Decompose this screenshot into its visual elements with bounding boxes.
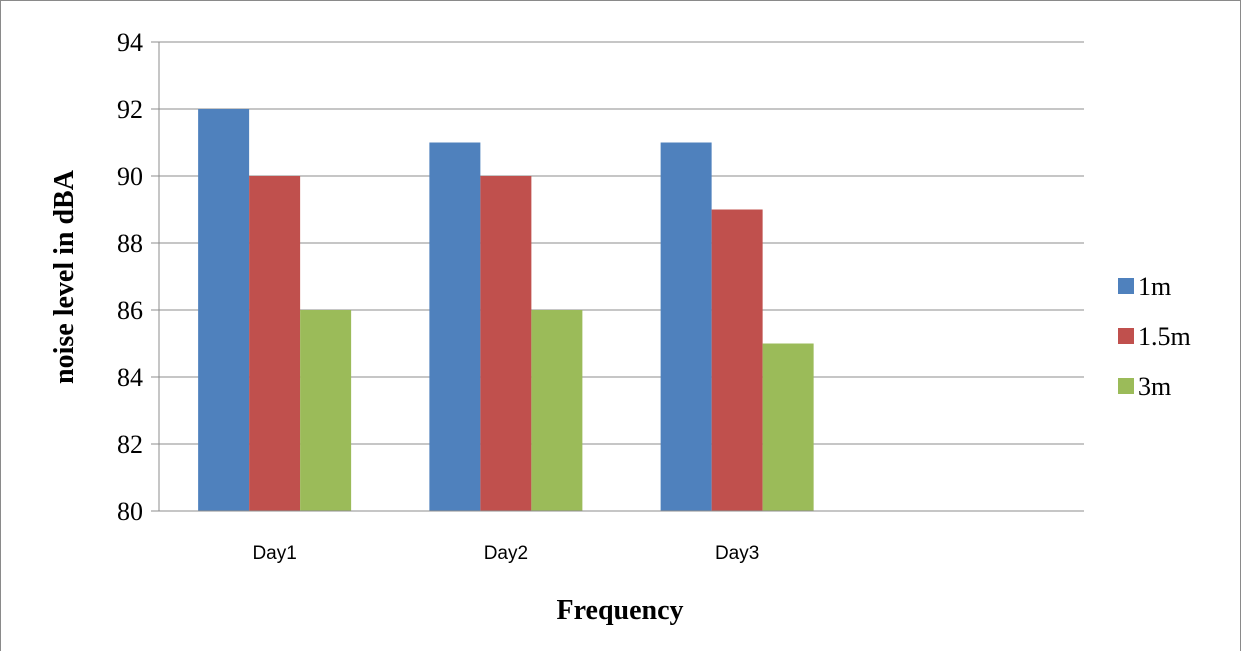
bar-3m-day3 bbox=[762, 343, 814, 511]
bar-1-5m-day1 bbox=[249, 176, 301, 511]
legend-swatch bbox=[1118, 328, 1134, 344]
x-tick-labels: Day1 Day2 Day3 bbox=[252, 543, 759, 564]
x-axis-title: Frequency bbox=[556, 595, 683, 626]
legend-swatch bbox=[1118, 278, 1134, 294]
bar-1m-day2 bbox=[429, 142, 481, 511]
legend: 1m 1.5m 3m bbox=[1118, 272, 1191, 401]
bars bbox=[198, 109, 814, 511]
x-tick-label: Day2 bbox=[484, 543, 528, 564]
x-tick-label: Day3 bbox=[715, 543, 759, 564]
bar-1m-day3 bbox=[660, 142, 712, 511]
bar-1-5m-day3 bbox=[711, 209, 763, 511]
y-tick-label: 88 bbox=[117, 229, 143, 258]
legend-label: 1.5m bbox=[1138, 322, 1191, 351]
x-tick-label: Day1 bbox=[252, 543, 296, 564]
y-tick-label: 92 bbox=[117, 95, 143, 124]
legend-label: 1m bbox=[1138, 272, 1171, 301]
bar-3m-day2 bbox=[531, 310, 583, 511]
y-tick-labels: 80 82 84 86 88 90 92 94 bbox=[117, 28, 143, 526]
y-axis-title: noise level in dBA bbox=[49, 169, 80, 384]
bar-1m-day1 bbox=[198, 109, 250, 511]
y-tick-label: 94 bbox=[117, 28, 143, 57]
legend-swatch bbox=[1118, 378, 1134, 394]
bar-3m-day1 bbox=[300, 310, 352, 511]
bar-1-5m-day2 bbox=[480, 176, 532, 511]
y-tick-label: 86 bbox=[117, 296, 143, 325]
y-tick-label: 84 bbox=[117, 363, 143, 392]
axes bbox=[151, 41, 1084, 512]
legend-label: 3m bbox=[1138, 372, 1171, 401]
y-tick-label: 80 bbox=[117, 497, 143, 526]
y-tick-label: 82 bbox=[117, 430, 143, 459]
y-tick-label: 90 bbox=[117, 162, 143, 191]
